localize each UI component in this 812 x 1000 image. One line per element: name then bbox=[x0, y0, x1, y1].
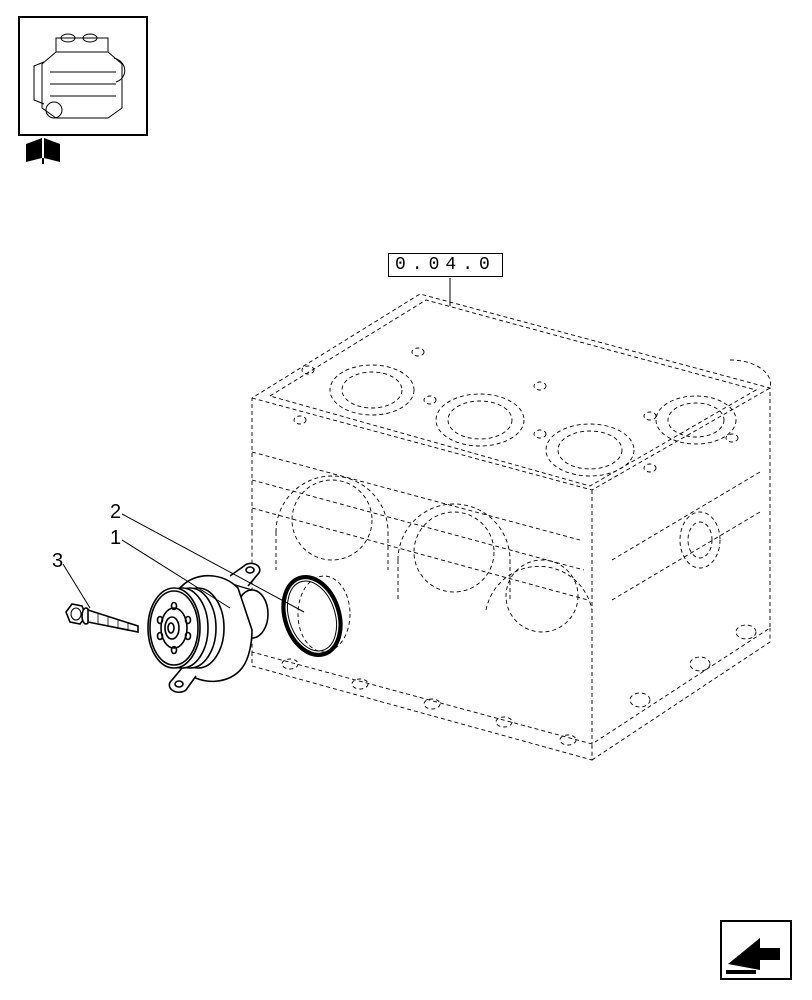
callout-2-text: 2 bbox=[110, 501, 121, 523]
callout-3-text: 3 bbox=[52, 550, 63, 572]
mounting-bolt bbox=[66, 604, 138, 632]
diagram-page: 0.04.0 bbox=[0, 0, 812, 1000]
o-ring-seal bbox=[274, 570, 350, 663]
callout-label-2: 2 bbox=[110, 501, 121, 524]
cylinder-block bbox=[252, 294, 771, 760]
next-page-arrow-icon[interactable] bbox=[720, 920, 792, 980]
callout-1-text: 1 bbox=[110, 527, 121, 549]
main-diagram bbox=[0, 0, 812, 1000]
callout-label-1: 1 bbox=[110, 527, 121, 550]
callout-label-3: 3 bbox=[52, 550, 63, 573]
